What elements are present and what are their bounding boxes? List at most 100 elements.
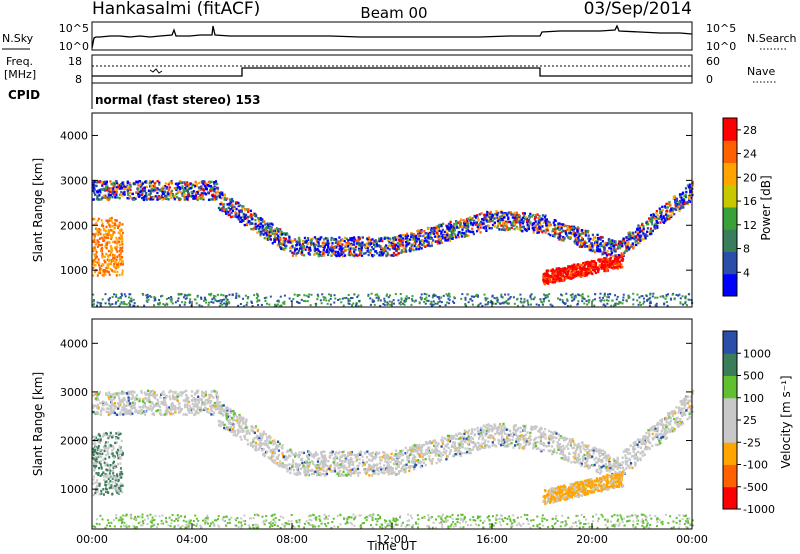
- power-scatter-cell: [230, 215, 233, 219]
- velocity-scatter-cell: [397, 470, 400, 473]
- power-scatter-cell: [305, 294, 308, 297]
- power-scatter-cell: [616, 260, 619, 264]
- power-scatter-cell: [375, 242, 378, 246]
- power-scatter-cell: [197, 186, 201, 189]
- velocity-scatter-cell: [589, 454, 592, 457]
- power-scatter-cell: [613, 258, 616, 261]
- power-scatter-cell: [370, 292, 373, 295]
- power-scatter-cell: [92, 183, 95, 187]
- power-scatter-cell: [99, 249, 102, 253]
- noise-panel-frame: [91, 21, 693, 51]
- power-scatter-cell: [330, 238, 333, 242]
- power-scatter-cell: [120, 294, 123, 297]
- velocity-scatter-cell: [477, 432, 480, 435]
- power-scatter-cell: [684, 295, 687, 298]
- power-scatter-cell: [219, 302, 222, 305]
- velocity-scatter-cell: [513, 433, 516, 436]
- power-scatter-cell: [688, 194, 691, 198]
- velocity-scatter-cell: [522, 438, 525, 441]
- velocity-scatter-cell: [110, 400, 113, 404]
- power-scatter-cell: [244, 208, 247, 212]
- power-scatter-cell: [462, 225, 465, 229]
- power-scatter-cell: [205, 183, 208, 186]
- power-scatter-cell: [476, 225, 479, 229]
- velocity-scatter-cell: [183, 390, 186, 393]
- power-scatter-cell: [608, 264, 611, 268]
- velocity-scatter-cell: [490, 424, 493, 428]
- power-scatter-cell: [380, 246, 383, 249]
- power-scatter-cell: [92, 189, 95, 192]
- velocity-scatter-cell: [663, 431, 666, 434]
- power-scatter-cell: [510, 226, 513, 230]
- power-scatter-cell: [122, 185, 126, 188]
- power-scatter-cell: [502, 225, 505, 229]
- power-scatter-cell: [392, 251, 396, 255]
- power-scatter-cell: [357, 294, 360, 297]
- power-scatter-cell: [98, 188, 101, 192]
- power-scatter-cell: [632, 247, 635, 250]
- power-scatter-cell: [271, 242, 274, 245]
- power-scatter-cell: [554, 276, 557, 279]
- power-scatter-cell: [179, 197, 182, 201]
- power-scatter-cell: [577, 241, 580, 244]
- power-scatter-cell: [397, 247, 401, 251]
- power-scatter-cell: [229, 208, 232, 211]
- power-scatter-cell: [685, 201, 689, 205]
- velocity-scatter-cell: [239, 419, 242, 422]
- power-scatter-cell: [410, 232, 413, 235]
- power-scatter-cell: [393, 247, 396, 251]
- power-scatter-cell: [330, 294, 333, 297]
- power-scatter-cell: [493, 221, 497, 224]
- power-scatter-cell: [360, 246, 363, 249]
- power-scatter-cell: [586, 245, 589, 248]
- power-scatter-cell: [184, 301, 187, 304]
- power-scatter-cell: [600, 235, 603, 239]
- power-scatter-cell: [662, 215, 665, 218]
- velocity-scatter-cell: [297, 455, 300, 459]
- power-scatter-cell: [347, 239, 350, 242]
- power-scatter-cell: [204, 181, 207, 185]
- power-scatter-cell: [507, 293, 510, 296]
- power-scatter-cell: [291, 239, 294, 243]
- power-scatter-cell: [457, 226, 460, 230]
- power-scatter-cell: [350, 239, 354, 242]
- power-scatter-cell: [105, 196, 109, 199]
- power-scatter-cell: [611, 260, 615, 263]
- power-scatter-cell: [582, 297, 585, 300]
- power-scatter-cell: [242, 212, 245, 216]
- power-scatter-cell: [338, 244, 341, 248]
- power-scatter-cell: [627, 238, 630, 241]
- power-scatter-cell: [235, 215, 238, 219]
- power-scatter-cell: [96, 255, 99, 258]
- power-scatter-cell: [653, 227, 656, 230]
- power-scatter-cell: [440, 296, 443, 299]
- power-scatter-cell: [237, 212, 241, 215]
- power-scatter-cell: [118, 224, 121, 228]
- power-scatter-cell: [532, 298, 535, 301]
- velocity-scatter-cell: [629, 444, 632, 447]
- power-scatter-cell: [375, 251, 379, 255]
- power-scatter-cell: [250, 301, 253, 304]
- power-scatter-cell: [621, 258, 625, 261]
- power-scatter-cell: [119, 235, 122, 238]
- power-scatter-cell: [606, 269, 609, 272]
- power-scatter-cell: [668, 200, 671, 204]
- power-scatter-cell: [176, 186, 179, 190]
- power-scatter-cell: [678, 201, 681, 204]
- power-scatter-cell: [210, 301, 213, 304]
- velocity-scatter-cell: [555, 451, 558, 455]
- power-scatter-cell: [569, 235, 572, 239]
- power-scatter-cell: [94, 248, 97, 252]
- freq-glitch: [149, 68, 163, 74]
- power-scatter-cell: [557, 277, 561, 280]
- power-scatter-cell: [611, 262, 614, 266]
- power-scatter-cell: [199, 193, 202, 197]
- power-scatter-cell: [245, 208, 248, 211]
- power-scatter-cell: [537, 231, 541, 234]
- power-scatter-cell: [670, 207, 673, 210]
- power-scatter-cell: [207, 303, 210, 306]
- power-scatter-cell: [104, 186, 108, 189]
- power-scatter-cell: [274, 231, 277, 234]
- power-scatter-cell: [127, 296, 130, 299]
- power-scatter-cell: [645, 220, 649, 224]
